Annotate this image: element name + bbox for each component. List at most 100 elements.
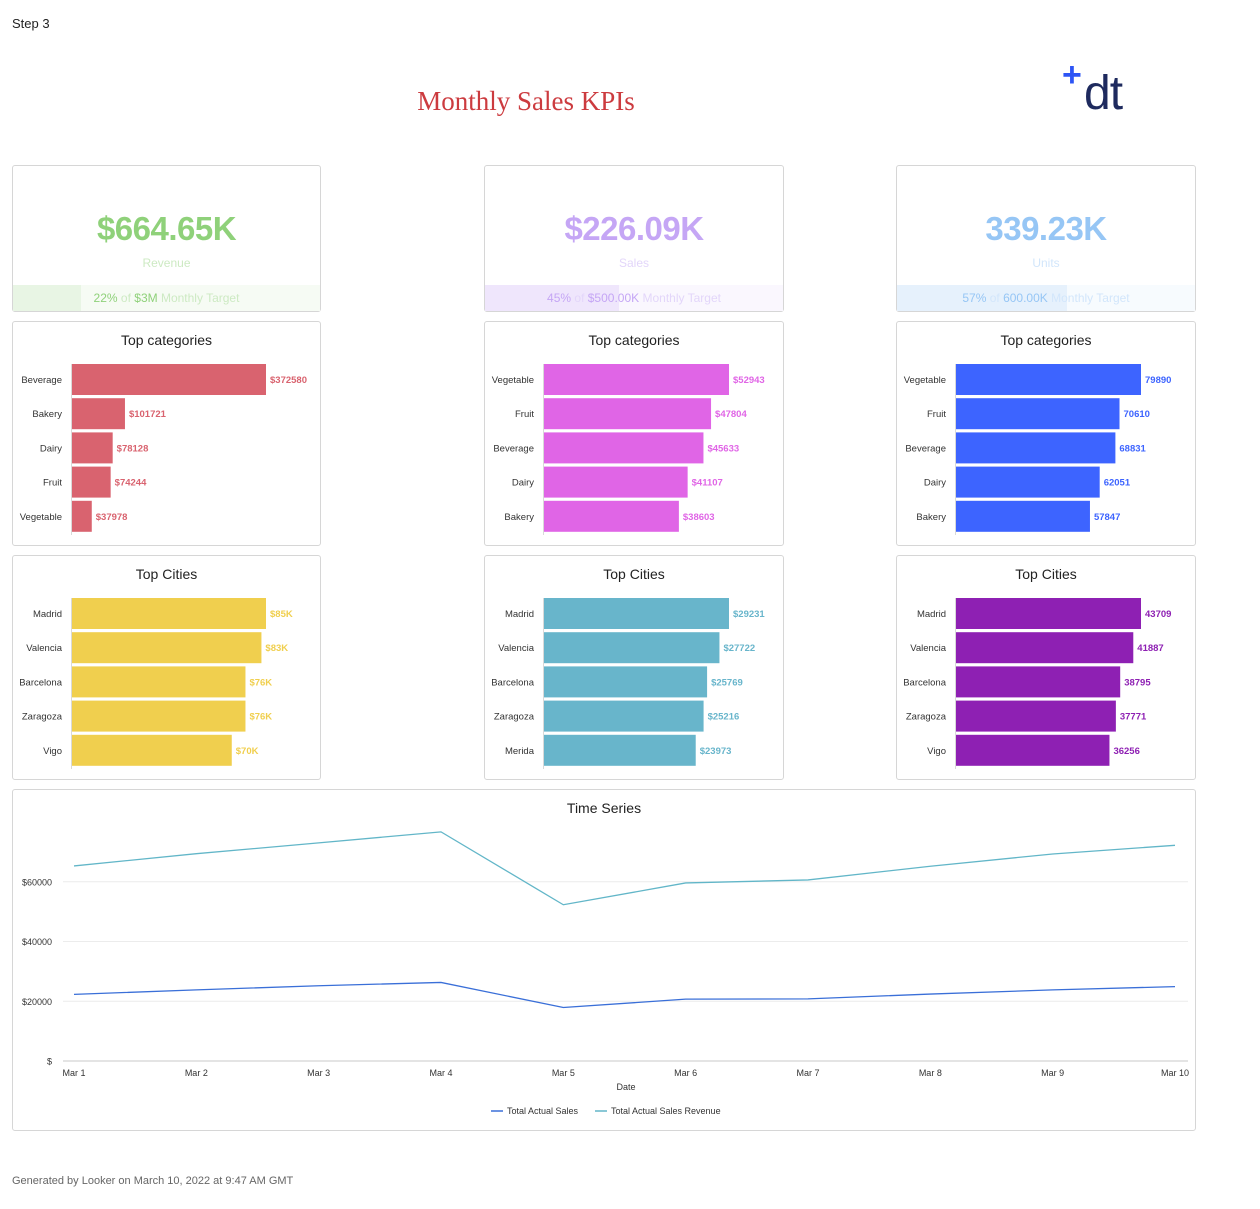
legend-label: Total Actual Sales Revenue <box>611 1106 721 1116</box>
bar-value-label: $372580 <box>270 375 307 386</box>
category-label: Zaragoza <box>494 712 535 723</box>
x-tick-label: Mar 6 <box>674 1068 697 1078</box>
bar-chart-svg: Vegetable 79890 Fruit 70610 Beverage 68831 Dai… <box>904 364 1171 535</box>
logo-text: dt <box>1084 67 1123 120</box>
bar <box>544 598 729 629</box>
bar <box>544 500 679 532</box>
bar <box>956 364 1141 395</box>
category-label: Bakery <box>504 512 534 523</box>
bar-chart-svg: Madrid $85K Valencia $83K Barcelona $76K Zarag… <box>19 598 293 769</box>
bar-value-label: 62051 <box>1104 478 1131 489</box>
bar <box>956 632 1134 664</box>
bar-value-label: $25769 <box>711 677 743 688</box>
bar <box>956 598 1141 629</box>
bar-value-label: $74244 <box>115 478 147 489</box>
top-cities-units-chart: Top Cities Madrid 43709 Valencia 41887 Barce… <box>896 555 1196 780</box>
kpi-label: Units <box>1032 256 1060 270</box>
chart-title: Top Cities <box>135 566 198 582</box>
category-label: Vigo <box>43 746 62 757</box>
kpi-target-value: 600.00K <box>1003 291 1048 305</box>
x-axis-label: Date <box>616 1082 635 1092</box>
bar-value-label: $41107 <box>692 478 723 489</box>
series-line <box>73 831 1176 906</box>
bar <box>544 700 704 732</box>
step-label: Step 3 <box>12 16 50 31</box>
kpi-target-fill <box>13 285 81 311</box>
bar-value-label: $52943 <box>733 375 765 386</box>
category-label: Valencia <box>498 643 534 654</box>
x-tick-label: Mar 9 <box>1041 1068 1064 1078</box>
bar <box>956 666 1121 698</box>
kpi-value: 339.23K <box>985 210 1107 247</box>
category-label: Vegetable <box>904 375 946 386</box>
bar <box>72 500 92 532</box>
kpi-target-text: 22% of $3M Monthly Target <box>13 291 320 305</box>
bar <box>544 734 696 766</box>
kpi-target-text: 45% of $500.00K Monthly Target <box>485 291 783 305</box>
bar-value-label: $27722 <box>723 643 755 654</box>
bar-value-label: $25216 <box>708 712 740 723</box>
bar <box>72 466 111 498</box>
bar <box>72 666 246 698</box>
category-label: Merida <box>505 746 535 757</box>
bar <box>72 432 113 464</box>
y-tick-label: $20000 <box>22 997 52 1007</box>
kpi-target-percent: 57% <box>962 291 987 305</box>
category-label: Fruit <box>515 409 534 420</box>
category-label: Fruit <box>927 409 946 420</box>
bar-chart-svg: Vegetable $52943 Fruit $47804 Beverage $45633… <box>492 364 765 535</box>
bar <box>956 700 1116 732</box>
top-categories-units-chart: Top categories Vegetable 79890 Fruit 70610 B… <box>896 321 1196 546</box>
kpi-target-text: 57% of 600.00K Monthly Target <box>897 291 1195 305</box>
top-categories-revenue-chart: Top categories Beverage $372580 Bakery $101… <box>12 321 321 546</box>
kpi-target-bar: 57% of 600.00K Monthly Target <box>897 285 1195 311</box>
bar-value-label: $45633 <box>707 443 739 454</box>
bar <box>544 398 712 430</box>
kpi-target-percent: 22% <box>93 291 118 305</box>
bar <box>956 734 1110 766</box>
category-label: Vegetable <box>20 512 62 523</box>
bar <box>956 432 1116 464</box>
bar <box>956 500 1090 532</box>
y-tick-label: $40000 <box>22 937 52 947</box>
kpi-target-fill <box>897 285 1067 311</box>
kpi-target-of: of <box>120 291 131 305</box>
x-tick-label: Mar 1 <box>62 1068 85 1078</box>
bar <box>956 466 1100 498</box>
bar-value-label: $23973 <box>700 746 732 757</box>
kpi-card-units: 339.23K Units 57% of 600.00K Monthly Tar… <box>896 165 1196 312</box>
bar-value-label: 57847 <box>1094 512 1120 523</box>
category-label: Madrid <box>917 609 946 620</box>
category-label: Beverage <box>493 443 534 454</box>
kpi-target-value: $3M <box>134 291 158 305</box>
bar-value-label: 43709 <box>1145 609 1171 620</box>
chart-title: Top categories <box>588 332 680 348</box>
kpi-target-of: of <box>989 291 1000 305</box>
series-line <box>73 981 1176 1009</box>
category-label: Madrid <box>33 609 62 620</box>
bar <box>72 398 125 430</box>
bar-value-label: 70610 <box>1124 409 1150 420</box>
kpi-label: Sales <box>618 256 650 270</box>
category-label: Dairy <box>924 478 946 489</box>
y-tick-label: $60000 <box>22 877 52 887</box>
category-label: Dairy <box>40 443 62 454</box>
kpi-target-bar: 45% of $500.00K Monthly Target <box>485 285 783 311</box>
bar <box>72 700 246 732</box>
category-label: Zaragoza <box>22 712 63 723</box>
category-label: Bakery <box>32 409 62 420</box>
bar-value-label: $101721 <box>129 409 167 420</box>
bar <box>544 632 720 664</box>
bar-value-label: $29231 <box>733 609 765 620</box>
chart-title: Top categories <box>1000 332 1092 348</box>
category-label: Bakery <box>916 512 946 523</box>
x-tick-label: Mar 8 <box>919 1068 942 1078</box>
bar-value-label: 79890 <box>1145 375 1171 386</box>
bar <box>72 598 266 629</box>
bar <box>544 466 688 498</box>
category-label: Zaragoza <box>906 712 947 723</box>
category-label: Dairy <box>512 478 534 489</box>
time-series-chart: Time Series $ $20000 $40000 $60000 Mar 1 Mar … <box>12 789 1196 1131</box>
kpi-card-revenue: $664.65K Revenue 22% of $3M Monthly Targ… <box>12 165 321 312</box>
bar-value-label: 41887 <box>1137 643 1163 654</box>
